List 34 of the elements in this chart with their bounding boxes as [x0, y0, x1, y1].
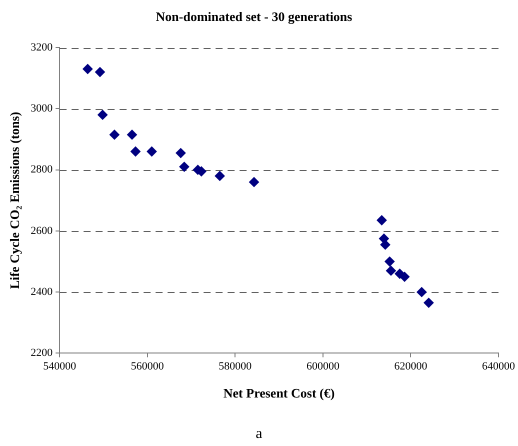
x-tick-label: 580000	[218, 360, 252, 373]
point	[214, 170, 225, 181]
point	[94, 67, 105, 78]
y-axis-title: Life Cycle CO₂ Emissions (tons)	[7, 112, 22, 290]
point	[400, 272, 410, 282]
point	[176, 148, 186, 158]
point	[380, 240, 390, 250]
y-tick-label: 3200	[30, 41, 54, 54]
point	[424, 298, 434, 308]
point	[249, 177, 260, 188]
x-tick-label: 560000	[130, 360, 164, 373]
x-tick-label: 540000	[43, 360, 77, 373]
point	[82, 64, 93, 74]
point	[98, 110, 108, 120]
point	[109, 130, 120, 140]
y-tick-label: 2400	[30, 286, 54, 298]
chart-title: Non-dominated set - 30 generations	[156, 9, 352, 24]
point	[384, 256, 395, 267]
point	[127, 130, 138, 140]
point	[376, 215, 387, 226]
y-tick-label: 2800	[30, 164, 54, 176]
y-tick-label: 2200	[30, 347, 54, 360]
y-tick-label: 3000	[30, 102, 54, 115]
x-tick-label: 600000	[306, 360, 340, 373]
point	[386, 266, 396, 276]
point	[130, 146, 141, 157]
x-tick-label: 620000	[394, 360, 428, 373]
point	[179, 162, 190, 172]
x-tick-label: 640000	[482, 360, 516, 373]
x-axis-title: Net Present Cost (€)	[223, 386, 335, 401]
y-tick-label: 2600	[30, 224, 54, 237]
point	[416, 287, 427, 298]
text: a	[256, 426, 263, 442]
point	[146, 146, 157, 157]
